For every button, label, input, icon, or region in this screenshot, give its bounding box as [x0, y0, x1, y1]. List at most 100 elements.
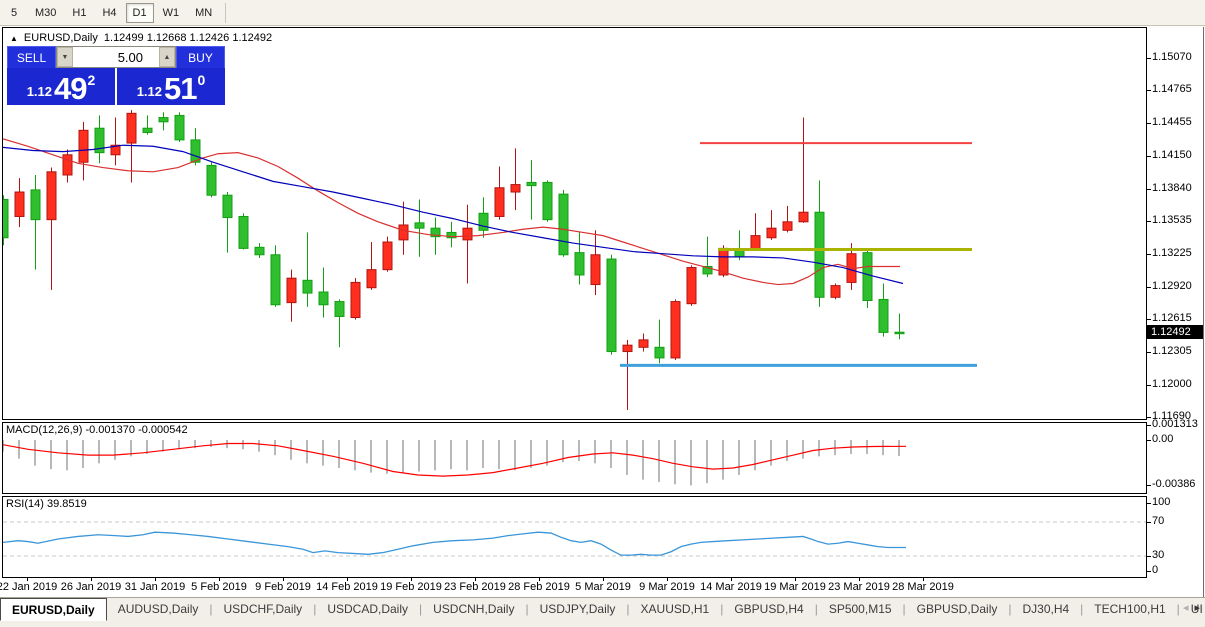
- date-axis[interactable]: 22 Jan 2019 26 Jan 2019 31 Jan 2019 5 Feb 2…: [0, 578, 1147, 597]
- tab-usdchf-daily[interactable]: USDCHF,Daily: [223, 602, 303, 616]
- price-tick-label-tick: [1147, 384, 1151, 386]
- current-price-tag: 1.12492: [1147, 325, 1204, 340]
- timeframe-h4[interactable]: H4: [102, 6, 117, 19]
- candle-body-bull: [30, 189, 41, 221]
- date-label[interactable]: 5 Feb 2019: [191, 581, 247, 593]
- date-label[interactable]: 9 Mar 2019: [639, 581, 695, 593]
- date-label[interactable]: 22 Jan 2019: [0, 581, 58, 593]
- date-label[interactable]: 14 Mar 2019: [700, 581, 762, 593]
- date-tick: [667, 578, 668, 581]
- date-tick: [923, 578, 924, 581]
- date-label[interactable]: 14 Feb 2019: [316, 581, 378, 593]
- price-tick-label: 1.13535: [1152, 214, 1192, 227]
- candle-body-bear: [782, 221, 793, 231]
- tab-dj30-h4[interactable]: DJ30,H4: [1022, 602, 1070, 616]
- tab-eurusd-daily[interactable]: EURUSD,Daily: [0, 598, 107, 621]
- buy-button[interactable]: BUY: [176, 46, 225, 68]
- tab-gbpusd-daily[interactable]: GBPUSD,Daily: [916, 602, 998, 616]
- rsi-axis-label-tick: [1147, 556, 1151, 557]
- tab-scroll-arrows: ◂ ▸: [1183, 601, 1200, 614]
- candle-body-bull: [814, 211, 825, 298]
- tab-tech100-h1[interactable]: TECH100,H1: [1094, 602, 1166, 616]
- price-tick-label: 1.13225: [1152, 247, 1192, 260]
- date-label[interactable]: 19 Mar 2019: [764, 581, 826, 593]
- candle-body-bull: [430, 227, 441, 238]
- sell-price-prefix: 1.12: [26, 84, 53, 99]
- volume-increase-button[interactable]: ▲: [159, 47, 175, 67]
- candle-body-bear: [126, 112, 137, 144]
- candle-body-bull: [702, 265, 713, 275]
- timeframe-buttons: 5 M30 H1 H4 D1 W1 MN: [1, 2, 231, 23]
- price-tick-label: 1.11690: [1152, 410, 1191, 423]
- price-tick-label: 1.13840: [1152, 181, 1192, 194]
- tab-usdcad-daily[interactable]: USDCAD,Daily: [327, 602, 408, 616]
- tab-sp500-m15[interactable]: SP500,M15: [828, 602, 892, 616]
- timeframe-5[interactable]: 5: [10, 6, 18, 19]
- volume-decrease-button[interactable]: ▼: [57, 47, 73, 67]
- candle-body-bear: [286, 277, 297, 304]
- candle-body-bull: [878, 298, 889, 333]
- volume-value[interactable]: 5.00: [117, 49, 143, 65]
- rsi-axis-label-tick: [1147, 503, 1151, 504]
- candle-body-bull: [318, 291, 329, 306]
- tab-usdcnh-daily[interactable]: USDCNH,Daily: [433, 602, 515, 616]
- rsi-panel[interactable]: RSI(14) 39.8519: [2, 496, 1147, 578]
- candle-body-bull: [414, 222, 425, 229]
- candle-body-bull: [174, 114, 185, 141]
- timeframe-m30[interactable]: M30: [35, 6, 57, 19]
- tab-audusd-daily[interactable]: AUDUSD,Daily: [117, 602, 199, 616]
- date-tick: [539, 578, 540, 581]
- rsi-axis-label: 100: [1152, 496, 1171, 508]
- timeframe-h1[interactable]: H1: [72, 6, 87, 19]
- macd-panel[interactable]: MACD(12,26,9) -0.001370 -0.000542: [2, 422, 1147, 494]
- tab-usdjpy-daily[interactable]: USDJPY,Daily: [539, 602, 616, 616]
- candle-body-bull: [654, 346, 665, 359]
- candle-body-bear: [462, 227, 473, 241]
- candle-body-bull: [206, 164, 217, 196]
- sell-button[interactable]: SELL: [7, 46, 56, 68]
- sell-price-tile[interactable]: 1.12 49 2: [7, 68, 115, 105]
- date-label[interactable]: 28 Feb 2019: [508, 581, 570, 593]
- date-tick: [219, 578, 220, 581]
- macd-chart: [3, 440, 907, 486]
- tab-scroll-right-icon[interactable]: ▸: [1194, 602, 1200, 614]
- buy-price-tile[interactable]: 1.12 51 0: [117, 68, 225, 105]
- buy-price-prefix: 1.12: [136, 84, 163, 99]
- window-right-edge: [1203, 27, 1204, 597]
- candle-body-bear: [622, 344, 633, 353]
- timeframe-d1[interactable]: D1: [125, 2, 154, 23]
- date-label[interactable]: 26 Jan 2019: [60, 581, 122, 593]
- date-label[interactable]: 19 Feb 2019: [380, 581, 442, 593]
- rsi-axis-label-tick: [1147, 522, 1151, 523]
- tab-gbpusd-h4[interactable]: GBPUSD,H4: [734, 602, 804, 616]
- timeframe-w1[interactable]: W1: [162, 6, 180, 19]
- timeframe-mn[interactable]: MN: [195, 6, 213, 19]
- date-tick: [27, 578, 28, 581]
- price-axis[interactable]: 1.15070 1.14765 1.14455 1.14150 1.13840 1.135…: [1147, 27, 1205, 597]
- date-label[interactable]: 5 Mar 2019: [575, 581, 631, 593]
- date-tick: [475, 578, 476, 581]
- tab-ui[interactable]: UI: [1190, 602, 1203, 616]
- tab-xauusd-h1[interactable]: XAUUSD,H1: [640, 602, 710, 616]
- macd-axis-label: -0.00386: [1152, 477, 1196, 490]
- date-label[interactable]: 9 Feb 2019: [255, 581, 311, 593]
- collapse-triangle-icon[interactable]: ▲: [10, 33, 18, 43]
- candle-body-bear: [638, 339, 649, 348]
- rsi-label: RSI(14) 39.8519: [6, 498, 87, 510]
- chart-symbol-label: EURUSD,Daily: [23, 32, 98, 44]
- macd-axis-label: 0.00: [1152, 433, 1174, 445]
- date-label[interactable]: 23 Feb 2019: [444, 581, 506, 593]
- tab-separator: |: [419, 602, 423, 616]
- date-label[interactable]: 31 Jan 2019: [124, 581, 186, 593]
- candle-body-bear: [590, 254, 601, 286]
- tab-scroll-left-icon[interactable]: ◂: [1182, 602, 1189, 614]
- price-tick-label: 1.12000: [1152, 377, 1192, 390]
- candle-body-bull: [606, 258, 617, 353]
- date-label[interactable]: 23 Mar 2019: [828, 581, 890, 593]
- rsi-axis-label: 0: [1152, 564, 1159, 576]
- date-label[interactable]: 28 Mar 2019: [892, 581, 954, 593]
- tab-separator: |: [525, 602, 529, 616]
- price-tick-label: 1.14765: [1152, 83, 1192, 96]
- price-tick-label-tick: [1147, 58, 1151, 59]
- candlestick-chart: [3, 110, 977, 411]
